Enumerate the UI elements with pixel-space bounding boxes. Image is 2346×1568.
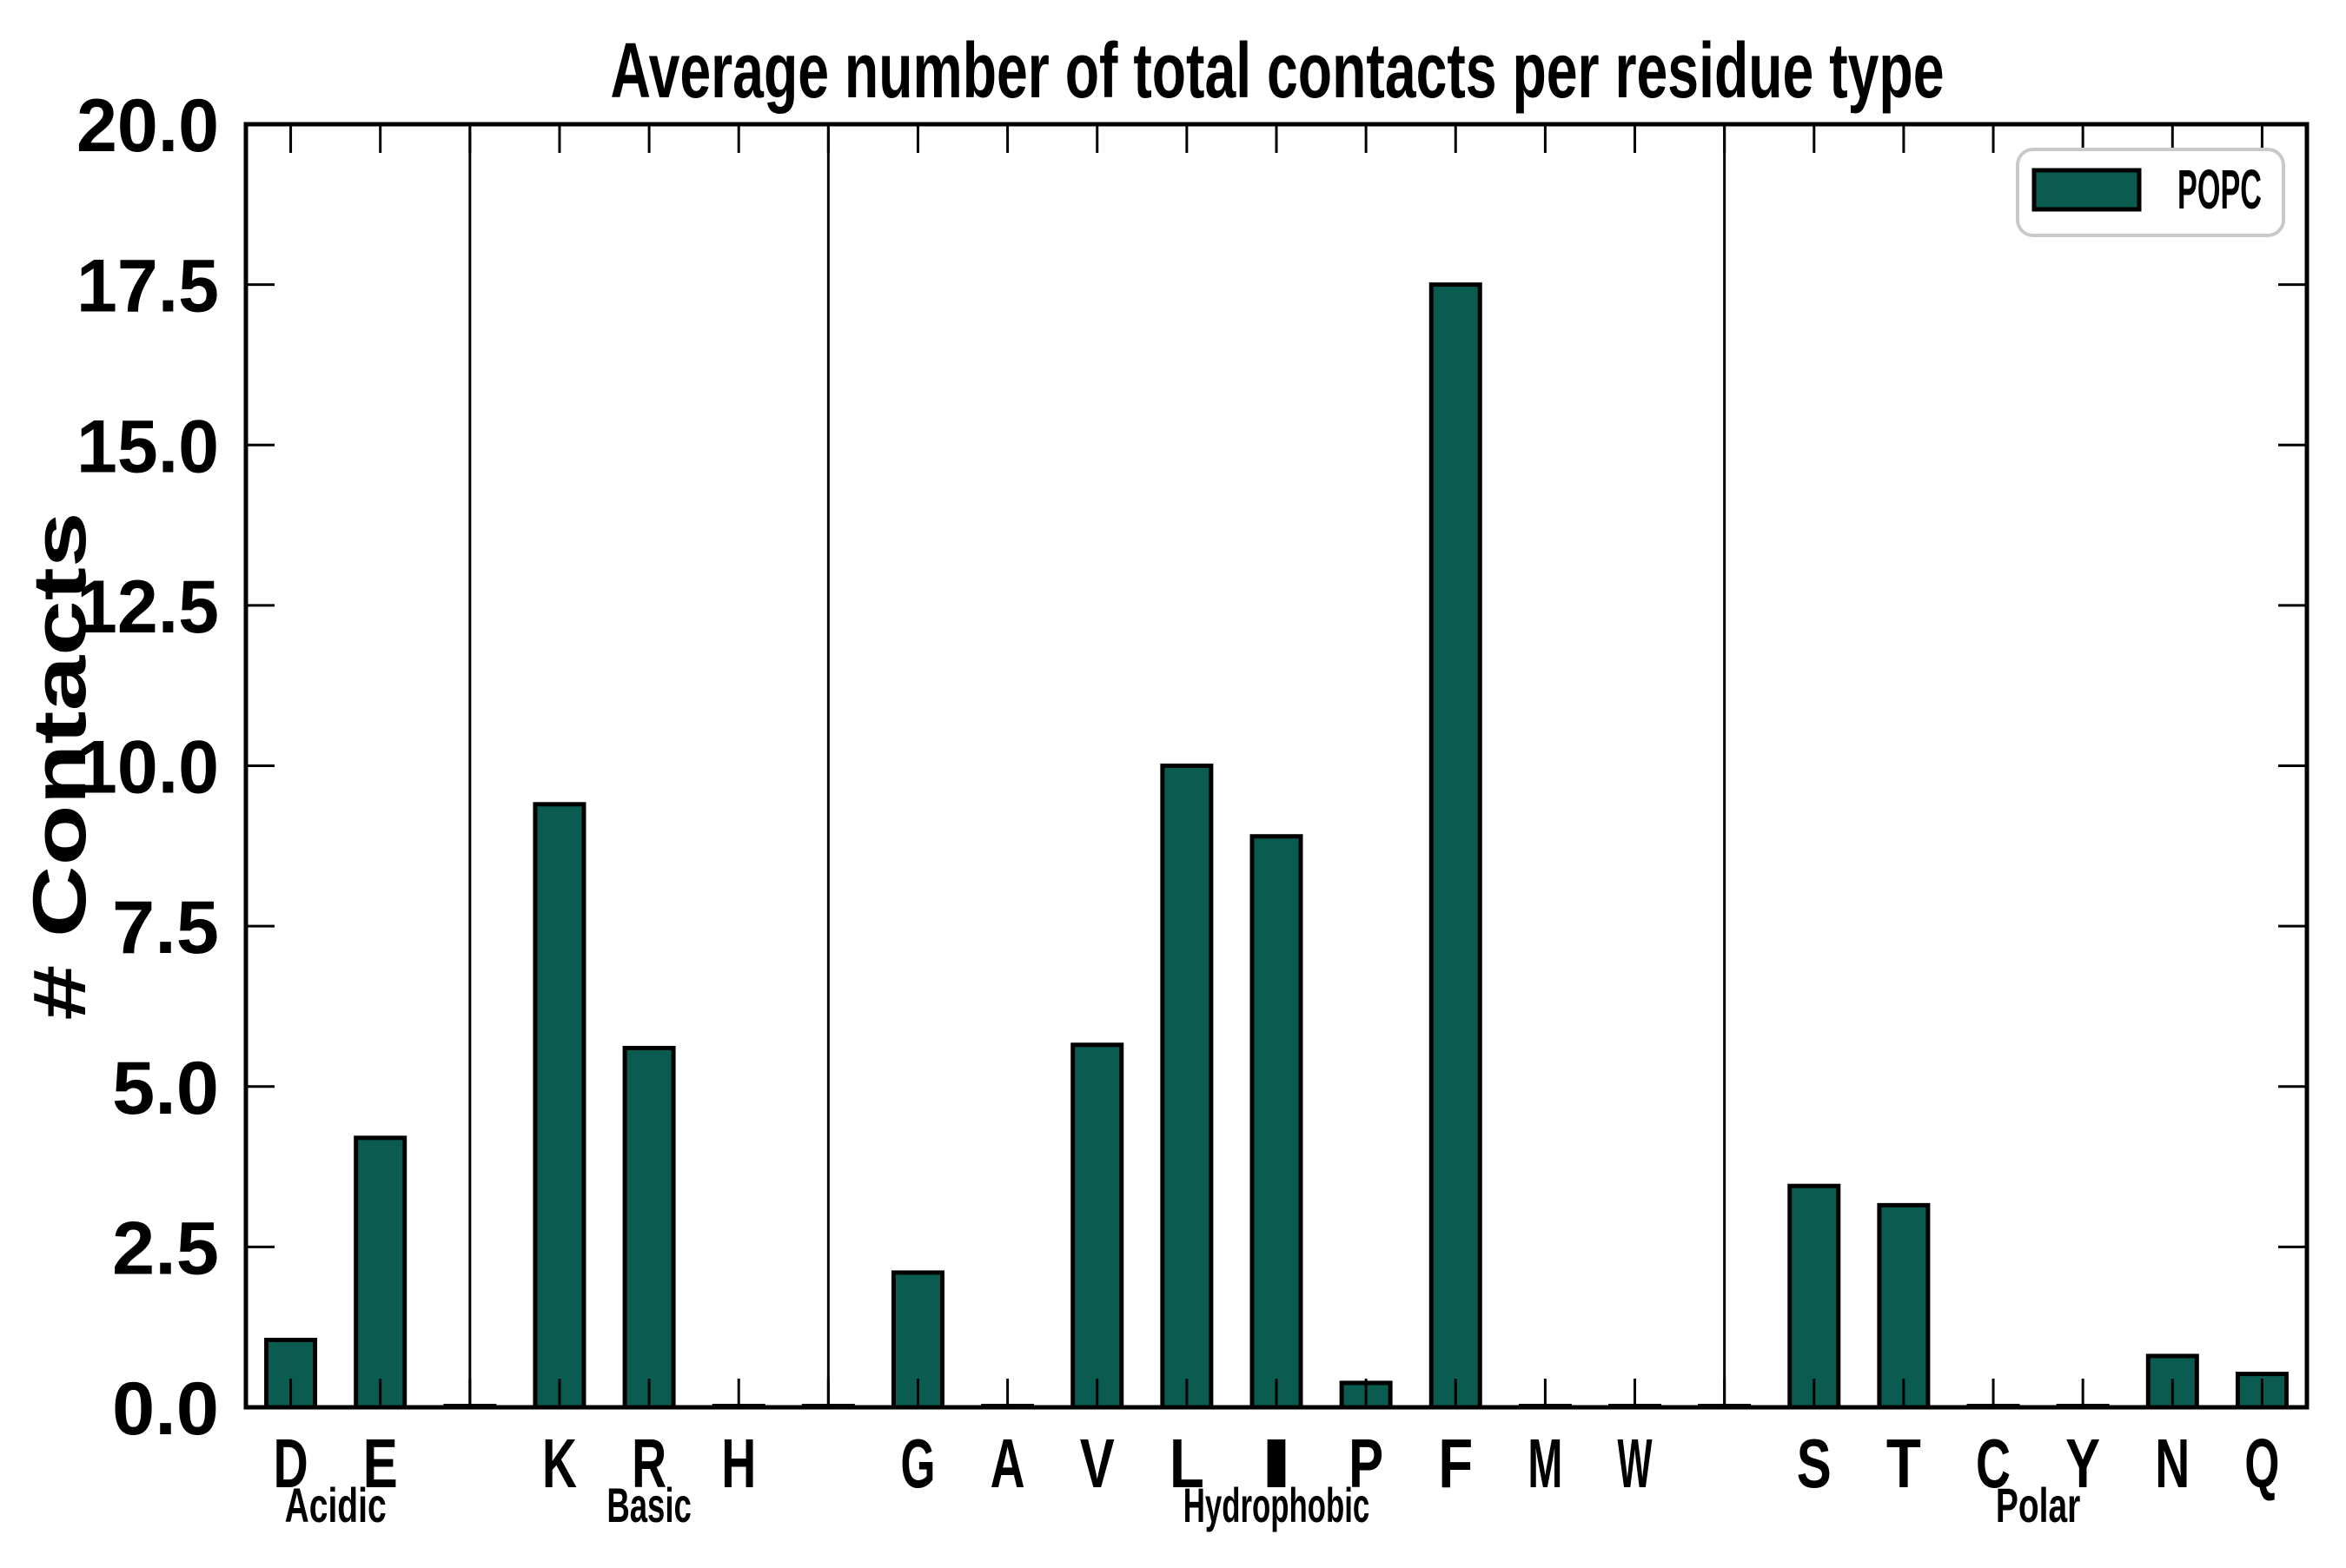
legend: POPC [2016, 148, 2285, 237]
x-tick-label-R: R [632, 1425, 666, 1502]
group-label-acidic: Acidic [285, 1478, 387, 1532]
x-tick-label-L: L [1170, 1425, 1204, 1502]
bar-V [1070, 1042, 1124, 1410]
legend-swatch-popc [2031, 168, 2142, 212]
y-axis-label: # Contacts [18, 513, 102, 1021]
group-divider-lines [468, 124, 1726, 1407]
chart-title: Average number of total contacts per res… [611, 28, 1945, 115]
legend-label-popc: POPC [2177, 158, 2262, 221]
bar-F [1428, 282, 1482, 1410]
x-group-labels: Acidic Basic Hydrophobic Polar [285, 1478, 2081, 1532]
x-tick-label-T: T [1886, 1425, 1921, 1502]
bar-L [1160, 764, 1214, 1410]
x-tick-label-N: N [2155, 1425, 2190, 1502]
y-tick-label-12.5: 12.5 [76, 566, 219, 649]
x-tick-label-F: F [1438, 1425, 1473, 1502]
x-tick-label-K: K [542, 1425, 577, 1502]
y-tick-label-17.5: 17.5 [76, 245, 219, 328]
x-tick-label-E: E [363, 1425, 398, 1502]
group-label-basic: Basic [606, 1478, 692, 1532]
y-tick-label-2.5: 2.5 [112, 1207, 219, 1290]
y-tick-label-5.0: 5.0 [112, 1047, 219, 1130]
x-tick-label-A: A [991, 1425, 1025, 1502]
x-tick-label-S: S [1797, 1425, 1832, 1502]
y-tick-label-15.0: 15.0 [76, 405, 219, 488]
x-tick-label-G: G [900, 1425, 935, 1502]
bar-I [1249, 834, 1303, 1410]
y-tick-label-7.5: 7.5 [112, 886, 219, 969]
y-tick-label-20.0: 20.0 [76, 84, 219, 168]
axis-ticks [246, 122, 2307, 1409]
group-label-polar: Polar [1996, 1478, 2081, 1532]
x-tick-label-P: P [1349, 1425, 1383, 1502]
y-tick-labels: 0.0 2.5 5.0 7.5 10.0 12.5 15.0 17.5 20.0 [76, 84, 219, 1451]
y-tick-label-0.0: 0.0 [112, 1367, 219, 1451]
x-tick-label-Q: Q [2244, 1425, 2279, 1502]
bar-S [1787, 1183, 1841, 1410]
x-tick-label-M: M [1528, 1425, 1562, 1502]
bar-T [1877, 1202, 1931, 1410]
group-label-hydrophobic: Hydrophobic [1183, 1478, 1370, 1532]
x-tick-label-W: W [1618, 1425, 1653, 1502]
x-tick-label-H: H [721, 1425, 756, 1502]
x-tick-label-D: D [274, 1425, 308, 1502]
x-tick-label-Y: Y [2065, 1425, 2100, 1502]
x-tick-label-C: C [1976, 1425, 2011, 1502]
bar-K [533, 802, 586, 1410]
x-tick-label-V: V [1080, 1425, 1115, 1502]
x-tick-label-I: I [1259, 1425, 1294, 1502]
bar-E [354, 1135, 408, 1410]
bar-R [622, 1045, 676, 1410]
y-tick-label-10.0: 10.0 [76, 726, 219, 810]
